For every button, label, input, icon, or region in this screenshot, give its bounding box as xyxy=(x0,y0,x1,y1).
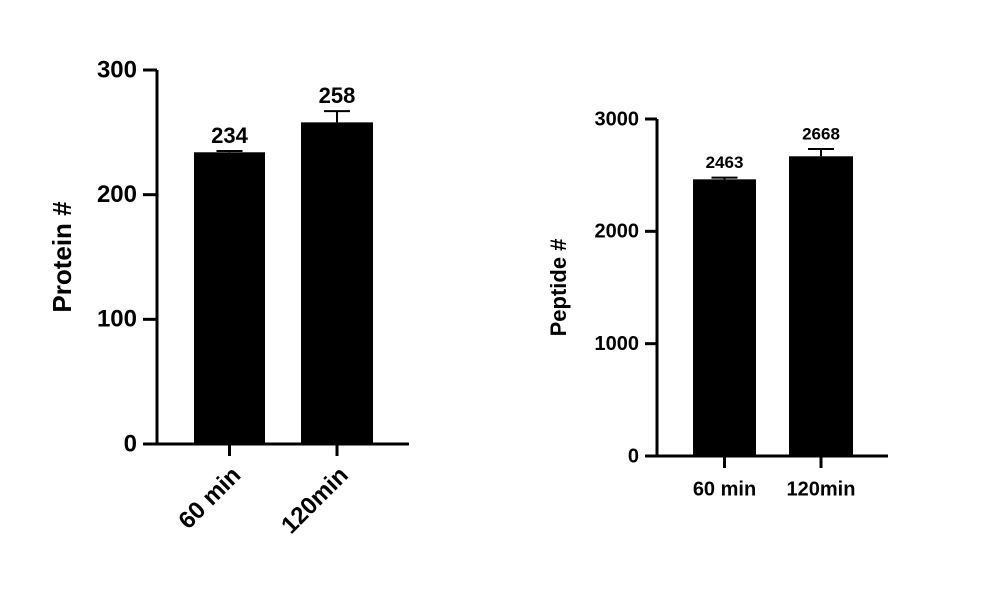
y-tick-label: 3000 xyxy=(595,108,640,130)
value-label: 234 xyxy=(211,123,248,148)
y-axis-label: Peptide # xyxy=(546,239,571,337)
y-tick-label: 2000 xyxy=(595,221,640,243)
y-tick-label: 0 xyxy=(628,445,639,467)
y-tick-label: 200 xyxy=(97,181,137,208)
y-tick-label: 1000 xyxy=(595,333,640,355)
error-bar xyxy=(808,147,834,157)
x-tick-label: 120min xyxy=(276,462,354,540)
x-tick-label: 120min xyxy=(787,478,856,500)
value-label: 2463 xyxy=(706,153,744,172)
bar xyxy=(194,152,265,444)
y-tick-label: 300 xyxy=(97,56,137,83)
bar xyxy=(693,179,756,456)
value-label: 258 xyxy=(319,83,356,108)
error-bar xyxy=(711,176,738,180)
y-tick-label: 100 xyxy=(97,306,137,333)
error-bar xyxy=(324,110,350,123)
x-tick-label: 60 min xyxy=(693,478,756,500)
bar xyxy=(301,122,373,445)
y-tick-label: 0 xyxy=(124,430,137,457)
error-bar xyxy=(216,150,243,153)
value-label: 2668 xyxy=(802,124,840,143)
x-tick-label: 60 min xyxy=(173,462,246,535)
bar xyxy=(789,156,853,456)
y-axis-label: Protein # xyxy=(47,201,77,313)
